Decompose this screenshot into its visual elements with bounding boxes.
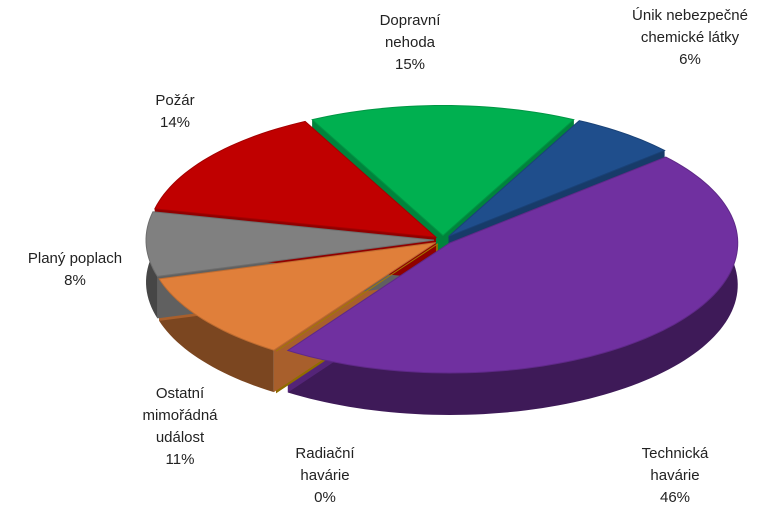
value-label: 15% [394,56,426,73]
category-name: Planý poplach [27,250,123,267]
value-label: 8% [64,272,86,289]
slice-label: Technická havárie 46% [620,443,730,509]
slice-side [159,278,274,393]
slice-label: Únik nebezpečné chemické látky 6% [630,5,750,71]
slice [154,120,438,238]
slice [158,242,436,351]
value-label: 6% [679,51,701,68]
category-name: Ostatní mimořádná událost [142,385,218,446]
value-label: 11% [165,451,195,468]
slice-label: Planý poplach 8% [5,248,145,292]
category-name: Únik nebezpečné chemické látky [632,7,748,46]
slice-label: Požár 14% [135,90,215,134]
slice-label: Ostatní mimořádná událost 11% [120,383,240,471]
category-name: Požár [155,92,195,109]
slice [286,156,739,374]
category-name: Technická havárie [641,445,709,484]
slice-label: Dopravní nehoda 15% [355,10,465,76]
value-label: 46% [659,489,691,506]
slice [311,104,575,237]
value-label: 0% [314,489,336,506]
slice [448,120,666,237]
category-name: Radiační havárie [295,445,355,484]
value-label: 14% [159,114,191,131]
slice [145,211,435,277]
category-name: Dopravní nehoda [379,12,441,51]
slice-label: Radiační havárie 0% [280,443,370,509]
slice-side [287,157,738,415]
